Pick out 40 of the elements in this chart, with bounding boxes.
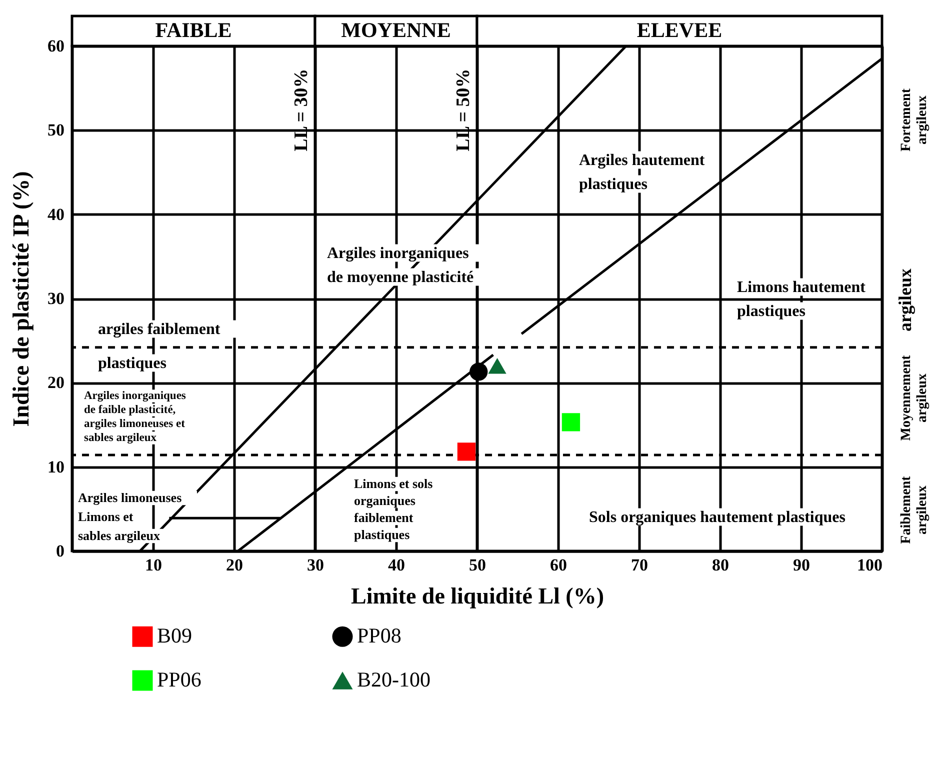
- y-tick-label: 30: [48, 289, 64, 308]
- text: MOYENNE: [341, 18, 451, 42]
- text: FAIBLE: [155, 18, 232, 42]
- y-tick-label: 60: [48, 36, 64, 56]
- x-tick-label: 70: [631, 556, 648, 574]
- x-tick-label: 100: [857, 556, 882, 574]
- annotation: Argiles limoneuses Limons et sables argileux: [78, 490, 182, 543]
- x-tick-label: 20: [226, 556, 243, 574]
- legend-label: B20-100: [357, 668, 430, 692]
- text: Fortement argileux: [899, 88, 930, 152]
- legend-label: PP06: [157, 668, 202, 692]
- y-tick-label: 0: [56, 542, 64, 560]
- legend-label: B09: [157, 624, 192, 648]
- annotation: Argiles inorganiques de moyenne plasticité: [327, 245, 474, 286]
- y-axis-title: Indice de plasticité IP (%): [8, 171, 34, 427]
- y-tick-label: 10: [48, 457, 64, 476]
- text: ELEVEE: [636, 18, 722, 42]
- x-tick-label: 30: [307, 556, 324, 574]
- annotation: Argiles hautement plastiques: [579, 152, 706, 193]
- annotation: Limons hautement plastiques: [737, 279, 866, 320]
- annotation: Sols organiques hautement plastiques: [589, 509, 846, 526]
- text: Moyennement argileux: [899, 354, 930, 441]
- annotation: Limons et sols organiques faiblement plastiques: [354, 476, 433, 542]
- annotation: argiles faiblement plastiques: [98, 321, 221, 372]
- x-tick-label: 80: [712, 556, 729, 574]
- ref-line-label: LL = 30%: [291, 68, 312, 152]
- y-tick-label: 40: [48, 204, 64, 224]
- y-tick-label: 20: [48, 373, 64, 392]
- x-tick-label: 10: [145, 556, 162, 574]
- ref-line-label: LL = 50%: [453, 68, 474, 152]
- annotation: Argiles inorganiques de faible plasticité, argiles limoneuses et sables argileux: [84, 390, 186, 444]
- x-tick-label: 50: [469, 556, 486, 574]
- text: Faiblement argileux: [899, 476, 930, 544]
- x-tick-label: 90: [793, 556, 810, 574]
- x-tick-label: 60: [550, 556, 567, 574]
- text: argileux: [895, 268, 915, 332]
- legend-label: PP08: [357, 624, 402, 648]
- x-tick-label: 40: [388, 556, 405, 574]
- y-tick-label: 50: [48, 120, 64, 140]
- x-axis-title: Limite de liquidité Ll (%): [351, 584, 604, 608]
